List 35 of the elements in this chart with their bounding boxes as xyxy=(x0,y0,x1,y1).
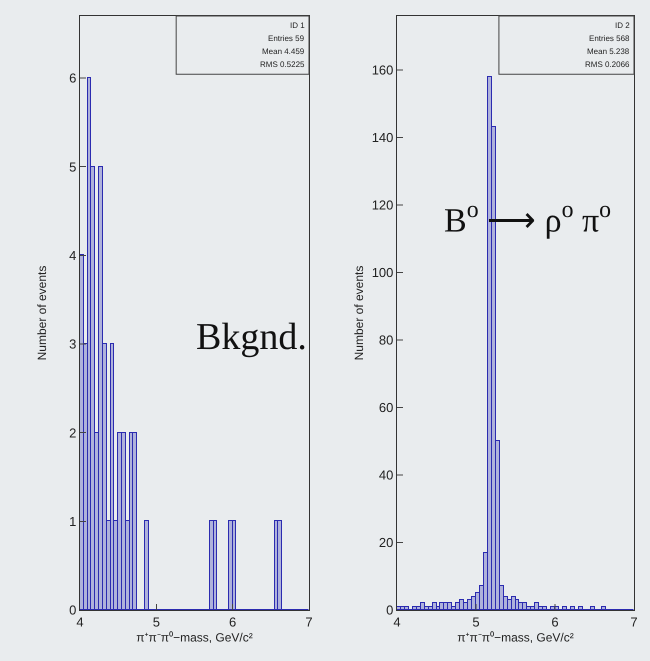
annotation: RMS 0.2066 xyxy=(585,60,630,69)
y-tick-label: 60 xyxy=(378,400,394,416)
y-tick-label: 6 xyxy=(69,70,76,86)
y-tick-label: 0 xyxy=(386,602,394,618)
y-axis-title: Number of events xyxy=(35,266,49,360)
y-tick-label: 20 xyxy=(378,535,394,550)
y-tick-label: 100 xyxy=(372,265,394,280)
x-tick-label: 6 xyxy=(229,614,236,630)
y-tick-label: 4 xyxy=(69,248,76,263)
x-tick-label: 6 xyxy=(551,614,559,630)
y-tick-label: 140 xyxy=(372,130,394,146)
annotation: Entries 568 xyxy=(589,34,630,43)
annotation: Mean 5.238 xyxy=(587,47,630,56)
y-tick-label: 2 xyxy=(69,425,76,440)
x-axis-title: π⁺π⁻π⁰−mass, GeV/c² xyxy=(136,630,253,644)
y-tick-label: 5 xyxy=(69,159,76,174)
annotation: Bkgnd. xyxy=(196,316,307,358)
annotation: ID 1 xyxy=(290,21,306,30)
x-tick-label: 5 xyxy=(152,614,160,630)
y-tick-label: 1 xyxy=(69,514,76,529)
y-tick-label: 160 xyxy=(372,62,394,78)
y-tick-label: 3 xyxy=(69,336,76,352)
annotation: ID 2 xyxy=(615,21,630,30)
y-tick-label: 80 xyxy=(378,332,394,348)
y-tick-label: 0 xyxy=(69,602,76,618)
y-tick-label: 40 xyxy=(378,468,394,483)
y-tick-label: 120 xyxy=(372,198,394,213)
annotation: Entries 59 xyxy=(268,34,305,43)
x-axis-title: π⁺π⁻π⁰−mass, GeV/c² xyxy=(457,630,574,644)
x-tick-label: 5 xyxy=(472,614,480,630)
x-tick-label: 7 xyxy=(305,614,313,630)
y-axis-title: Number of events xyxy=(352,266,366,360)
x-tick-label: 7 xyxy=(630,614,638,630)
annotation: RMS 0.5225 xyxy=(260,60,306,69)
annotation: Mean 4.459 xyxy=(262,47,305,56)
